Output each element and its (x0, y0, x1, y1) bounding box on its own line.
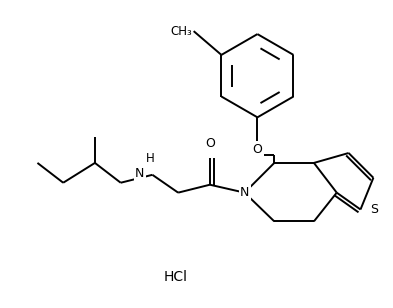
Text: H: H (146, 152, 155, 165)
Text: N: N (240, 186, 249, 199)
Text: S: S (371, 203, 378, 216)
Text: O: O (205, 137, 215, 150)
Text: HCl: HCl (163, 270, 187, 284)
Text: O: O (253, 143, 263, 156)
Text: N: N (135, 167, 145, 180)
Text: CH₃: CH₃ (170, 25, 192, 38)
